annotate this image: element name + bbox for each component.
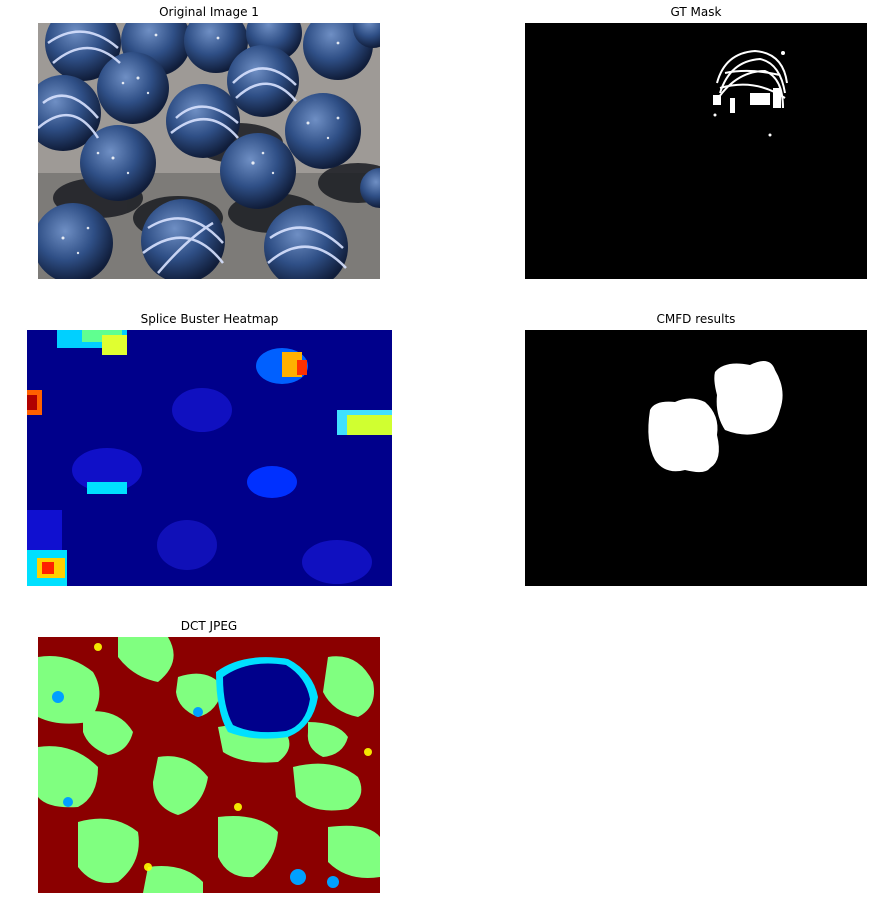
- splice-buster-panel: [27, 330, 392, 586]
- cmfd-results-panel: [525, 330, 867, 586]
- panel-title-dct-jpeg: DCT JPEG: [180, 619, 238, 633]
- panel-title-gt-mask: GT Mask: [670, 5, 722, 19]
- dct-jpeg-panel: [38, 637, 380, 893]
- panel-title-cmfd: CMFD results: [656, 312, 736, 326]
- gt-mask-panel: [525, 23, 867, 279]
- cmfd-mask-image: [525, 330, 867, 586]
- panel-title-splice-buster: Splice Buster Heatmap: [140, 312, 279, 326]
- chocolate-truffles-photo: [38, 23, 380, 279]
- dct-jpeg-heatmap: [38, 637, 380, 893]
- original-image-panel: [38, 23, 380, 279]
- gt-mask-image: [525, 23, 867, 279]
- splice-buster-heatmap: [27, 330, 392, 586]
- panel-title-original: Original Image 1: [159, 5, 259, 19]
